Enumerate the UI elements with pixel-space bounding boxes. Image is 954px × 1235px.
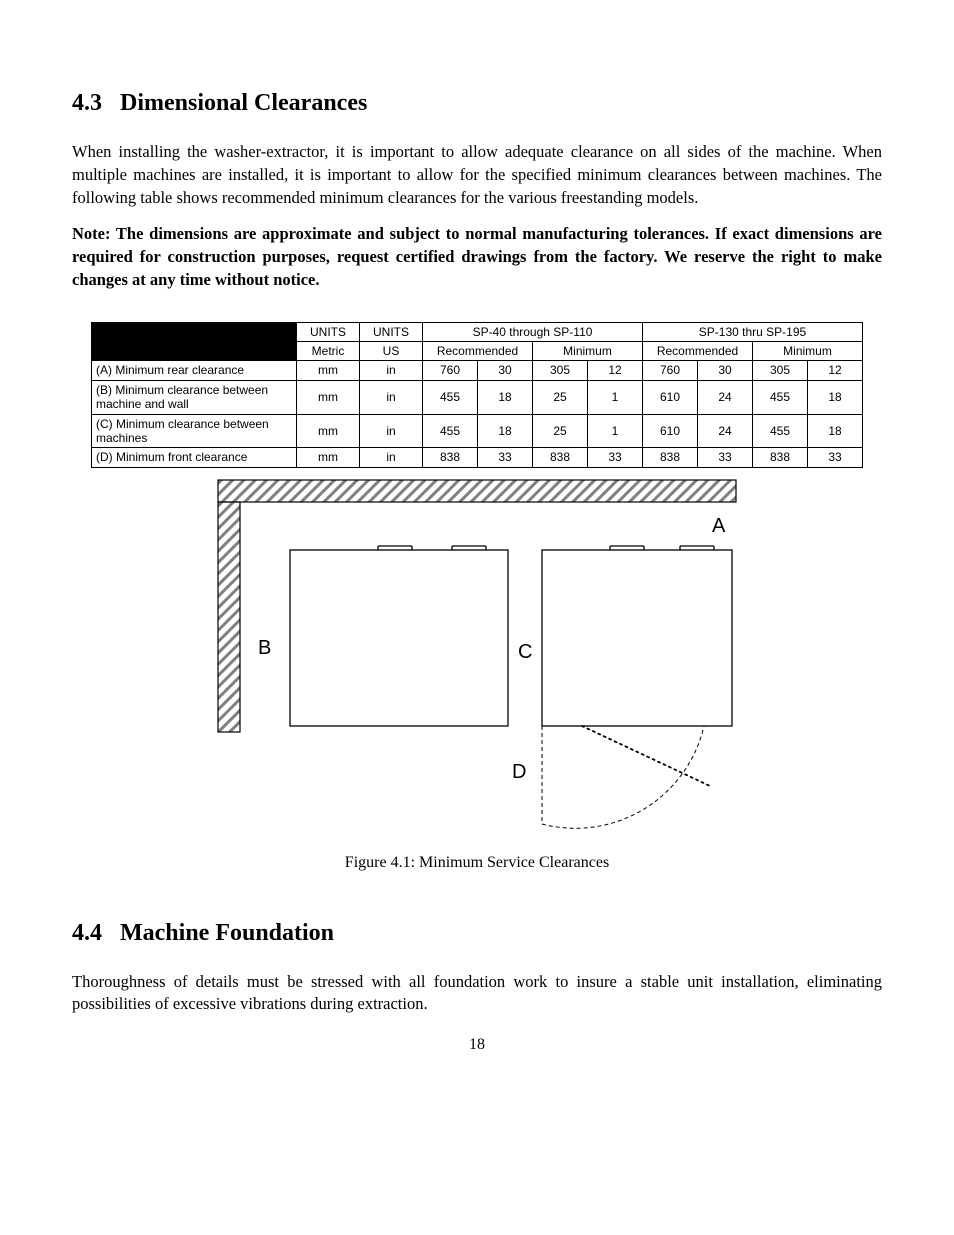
cell: 18: [808, 414, 863, 448]
row-label: (B) Minimum clearance between machine an…: [92, 380, 297, 414]
section-number: 4.3: [72, 90, 102, 117]
figure-label-c: C: [518, 641, 532, 663]
th-g2-rec: Recommended: [643, 341, 753, 360]
cell: 838: [533, 448, 588, 467]
cell: 33: [588, 448, 643, 467]
section-4-3-paragraph: When installing the washer-extractor, it…: [72, 141, 882, 209]
row-mm: mm: [297, 448, 360, 467]
row-in: in: [360, 361, 423, 380]
cell: 610: [643, 380, 698, 414]
cell: 305: [533, 361, 588, 380]
cell: 1: [588, 414, 643, 448]
cell: 455: [753, 380, 808, 414]
table-row: (D) Minimum front clearance mm in 838 33…: [92, 448, 863, 467]
cell: 33: [698, 448, 753, 467]
cell: 838: [423, 448, 478, 467]
cell: 33: [808, 448, 863, 467]
th-g1-min: Minimum: [533, 341, 643, 360]
row-in: in: [360, 380, 423, 414]
cell: 12: [588, 361, 643, 380]
row-label: (C) Minimum clearance between machines: [92, 414, 297, 448]
cell: 760: [423, 361, 478, 380]
section-4-4-paragraph: Thoroughness of details must be stressed…: [72, 971, 882, 1017]
th-units-metric-sub: Metric: [297, 341, 360, 360]
th-g1-rec: Recommended: [423, 341, 533, 360]
table-row: (A) Minimum rear clearance mm in 760 30 …: [92, 361, 863, 380]
figure-label-a: A: [712, 515, 726, 537]
clearance-table: UNITS UNITS SP-40 through SP-110 SP-130 …: [91, 322, 863, 468]
section-heading-4-3: 4.3 Dimensional Clearances: [72, 90, 882, 117]
cell: 30: [698, 361, 753, 380]
cell: 24: [698, 414, 753, 448]
cell: 12: [808, 361, 863, 380]
th-group-1: SP-40 through SP-110: [423, 322, 643, 341]
th-group-2: SP-130 thru SP-195: [643, 322, 863, 341]
th-g2-min: Minimum: [753, 341, 863, 360]
page-number: 18: [72, 1036, 882, 1054]
figure-caption: Figure 4.1: Minimum Service Clearances: [345, 854, 609, 872]
clearance-table-wrap: UNITS UNITS SP-40 through SP-110 SP-130 …: [72, 322, 882, 468]
row-mm: mm: [297, 380, 360, 414]
table-header-row-1: UNITS UNITS SP-40 through SP-110 SP-130 …: [92, 322, 863, 341]
cell: 455: [423, 380, 478, 414]
row-mm: mm: [297, 414, 360, 448]
cell: 455: [753, 414, 808, 448]
row-mm: mm: [297, 361, 360, 380]
cell: 18: [478, 380, 533, 414]
cell: 838: [643, 448, 698, 467]
cell: 610: [643, 414, 698, 448]
cell: 30: [478, 361, 533, 380]
cell: 838: [753, 448, 808, 467]
figure-4-1: A B C D Figure 4.1: Minimum Service Clea…: [72, 476, 882, 872]
clearance-diagram-icon: A B C D: [212, 476, 742, 846]
section-title: Machine Foundation: [120, 920, 334, 946]
cell: 305: [753, 361, 808, 380]
section-4-3-note: Note: The dimensions are approximate and…: [72, 223, 882, 291]
cell: 18: [478, 414, 533, 448]
row-label: (A) Minimum rear clearance: [92, 361, 297, 380]
section-heading-4-4: 4.4 Machine Foundation: [72, 920, 882, 947]
cell: 24: [698, 380, 753, 414]
figure-label-d: D: [512, 761, 526, 783]
cell: 455: [423, 414, 478, 448]
cell: 760: [643, 361, 698, 380]
row-in: in: [360, 414, 423, 448]
cell: 33: [478, 448, 533, 467]
cell: 25: [533, 414, 588, 448]
table-blank-header: [92, 322, 297, 361]
page: 4.3 Dimensional Clearances When installin…: [0, 0, 954, 1094]
th-units-us-sub: US: [360, 341, 423, 360]
cell: 1: [588, 380, 643, 414]
cell: 18: [808, 380, 863, 414]
section-title: Dimensional Clearances: [120, 90, 367, 116]
row-label: (D) Minimum front clearance: [92, 448, 297, 467]
th-units-metric: UNITS: [297, 322, 360, 341]
section-number: 4.4: [72, 920, 102, 947]
cell: 25: [533, 380, 588, 414]
table-row: (C) Minimum clearance between machines m…: [92, 414, 863, 448]
figure-label-b: B: [258, 637, 271, 659]
row-in: in: [360, 448, 423, 467]
table-row: (B) Minimum clearance between machine an…: [92, 380, 863, 414]
th-units-us: UNITS: [360, 322, 423, 341]
